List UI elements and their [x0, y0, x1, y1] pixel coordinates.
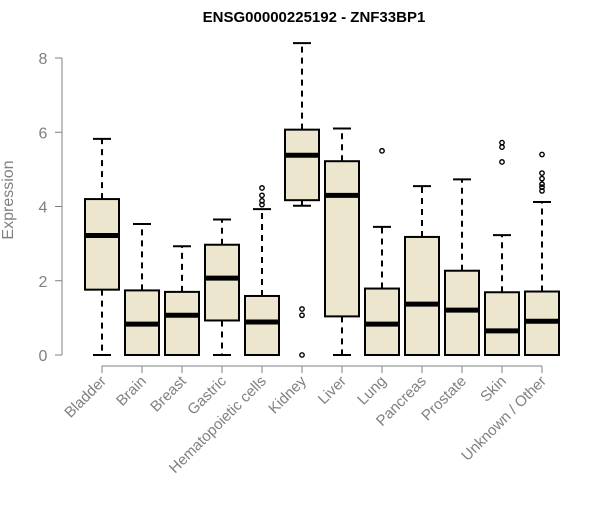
box-body [84, 198, 120, 291]
box-body [244, 294, 280, 357]
y-axis: 0 2 4 6 8 [39, 51, 63, 365]
box-brain [124, 222, 160, 356]
box-skin [484, 139, 520, 357]
x-tick-label: Bladder [61, 373, 110, 422]
x-tick-label: Liver [315, 373, 350, 408]
chart-title: ENSG00000225192 - ZNF33BP1 [203, 9, 426, 26]
outlier-point [299, 306, 305, 312]
box-body [284, 128, 320, 202]
box-lung [364, 147, 400, 357]
outlier-point [299, 312, 305, 319]
outlier-point [539, 151, 545, 158]
x-tick-label: Brain [113, 373, 150, 410]
y-tick-label: 2 [39, 274, 48, 291]
y-tick-label: 0 [39, 348, 48, 365]
x-tick-label: Prostate [418, 373, 470, 425]
box-unknown-other [524, 151, 560, 356]
outlier-point [259, 185, 265, 191]
box-bladder [84, 137, 120, 356]
box-pancreas [404, 185, 440, 357]
box-breast [164, 245, 200, 357]
outlier-point [499, 139, 505, 146]
box-gastric [204, 218, 240, 356]
x-tick-label: Lung [354, 373, 390, 409]
box-hematopoietic-cells [244, 185, 280, 357]
y-tick-label: 8 [39, 51, 48, 68]
box-body [204, 243, 240, 322]
box-prostate [444, 178, 480, 357]
outlier-point [299, 352, 305, 358]
x-tick-label: Skin [477, 373, 510, 406]
x-tick-label: Breast [147, 372, 190, 415]
box-liver [324, 127, 360, 356]
y-tick-label: 4 [39, 200, 48, 217]
box-body [484, 291, 520, 357]
outlier-point [539, 170, 545, 176]
outlier-point [259, 192, 265, 199]
outlier-point [539, 175, 545, 182]
x-tick-label: Kidney [265, 372, 310, 417]
outlier-point [379, 147, 385, 154]
plot-area [84, 42, 560, 358]
box-kidney [284, 42, 320, 358]
outlier-point [539, 184, 545, 191]
y-axis-label: Expression [0, 160, 17, 239]
y-tick-label: 6 [39, 125, 48, 142]
box-body [324, 160, 360, 318]
outlier-point [499, 144, 505, 151]
outlier-point [499, 159, 505, 165]
box-body [444, 269, 480, 357]
box-body [164, 290, 200, 357]
outlier-point [539, 181, 545, 188]
outlier-point [259, 198, 265, 204]
box-body [404, 235, 440, 357]
